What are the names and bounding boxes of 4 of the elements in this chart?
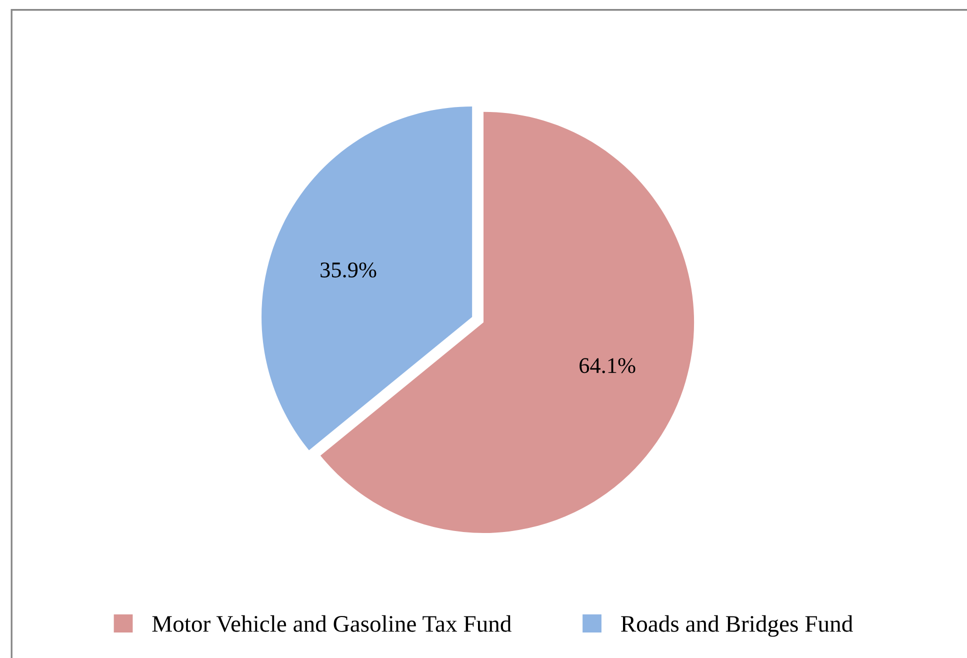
data-label: 35.9% [320, 262, 376, 278]
data-label: 64.1% [580, 358, 636, 374]
legend-label: Motor Vehicle and Gasoline Tax Fund [152, 615, 512, 632]
legend-label: Roads and Bridges Fund [621, 615, 853, 637]
